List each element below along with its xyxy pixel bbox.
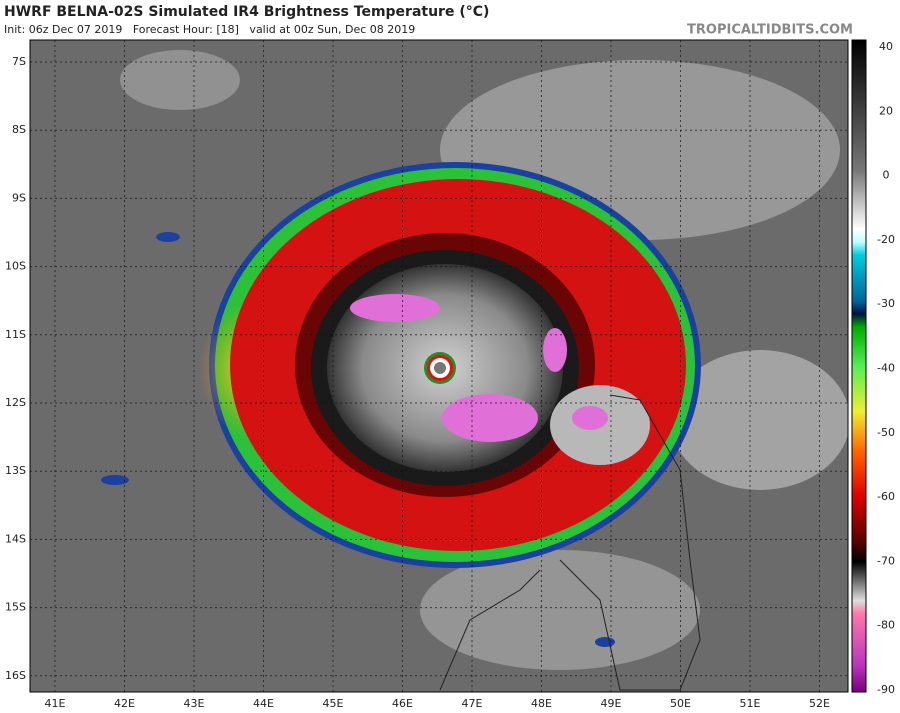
map-frame bbox=[29, 39, 849, 693]
lon-label: 41E bbox=[45, 697, 66, 710]
lat-label: 16S bbox=[5, 669, 26, 682]
colorbar-label: 0 bbox=[883, 169, 890, 182]
title: HWRF BELNA-02S Simulated IR4 Brightness … bbox=[4, 4, 489, 20]
colorbar-label: -50 bbox=[877, 426, 895, 439]
lat-label: 7S bbox=[12, 55, 26, 68]
lon-label: 46E bbox=[392, 697, 413, 710]
colorbar-label: 20 bbox=[879, 104, 893, 117]
colorbar-label: -20 bbox=[877, 233, 895, 246]
satellite-image bbox=[30, 40, 848, 692]
lat-label: 14S bbox=[5, 532, 26, 545]
colorbar-label: -80 bbox=[877, 619, 895, 632]
lat-label: 12S bbox=[5, 396, 26, 409]
lat-label: 11S bbox=[5, 328, 26, 341]
lon-label: 48E bbox=[531, 697, 552, 710]
lat-label: 8S bbox=[12, 123, 26, 136]
lon-label: 45E bbox=[323, 697, 344, 710]
subtitle: Init: 06z Dec 07 2019 Forecast Hour: [18… bbox=[4, 23, 415, 36]
colorbar-label: -40 bbox=[877, 362, 895, 375]
lat-label: 15S bbox=[5, 601, 26, 614]
lon-label: 50E bbox=[670, 697, 691, 710]
lon-label: 47E bbox=[462, 697, 483, 710]
colorbar bbox=[851, 39, 867, 693]
lat-label: 13S bbox=[5, 464, 26, 477]
lat-label: 9S bbox=[12, 191, 26, 204]
colorbar-label: -70 bbox=[877, 554, 895, 567]
colorbar-label: -30 bbox=[877, 297, 895, 310]
lon-label: 44E bbox=[253, 697, 274, 710]
colorbar-label: 40 bbox=[879, 40, 893, 53]
lon-label: 42E bbox=[114, 697, 135, 710]
lon-label: 52E bbox=[809, 697, 830, 710]
lat-label: 10S bbox=[5, 260, 26, 273]
lon-label: 49E bbox=[601, 697, 622, 710]
colorbar-label: -90 bbox=[877, 683, 895, 696]
credit: TROPICALTIDBITS.COM bbox=[687, 23, 853, 38]
lon-label: 43E bbox=[184, 697, 205, 710]
colorbar-label: -60 bbox=[877, 490, 895, 503]
lon-label: 51E bbox=[740, 697, 761, 710]
